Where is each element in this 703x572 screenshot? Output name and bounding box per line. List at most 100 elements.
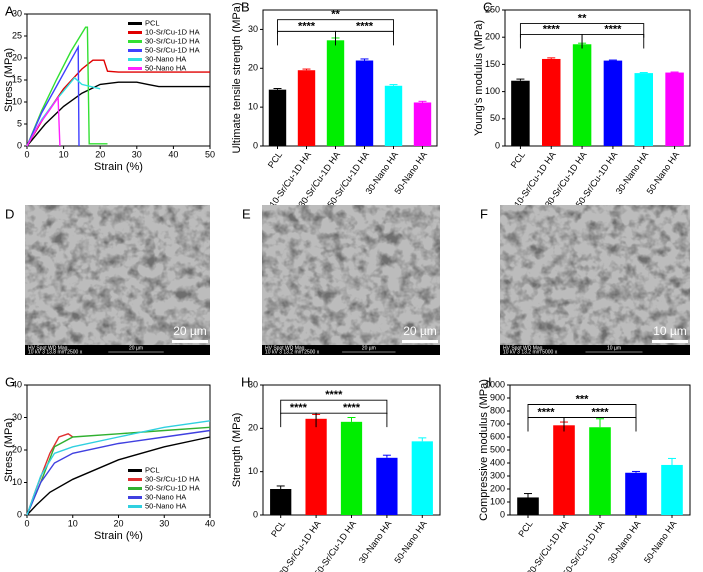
- bar: [553, 425, 575, 515]
- bar: [305, 418, 327, 515]
- y-tick-label: 150: [485, 59, 500, 69]
- x-tick-label: PCL: [516, 519, 534, 539]
- scale-label: 20 µm: [403, 324, 437, 338]
- significance-label: ****: [298, 20, 316, 32]
- y-tick-label: 20: [248, 423, 258, 433]
- sem-texture: [262, 205, 440, 345]
- bar: [589, 427, 611, 515]
- significance-bracket: [563, 417, 637, 432]
- y-axis-label: Ultimate tensile strength (MPa): [231, 3, 243, 154]
- ruler-label: 20 µm: [129, 345, 143, 351]
- y-tick-label: 30: [248, 24, 258, 34]
- x-tick-label: PCL: [269, 519, 287, 539]
- bar: [297, 70, 316, 146]
- info-bar: [262, 345, 440, 355]
- panel-label: C: [483, 0, 492, 14]
- significance-bracket: [335, 30, 394, 46]
- y-axis-label: Young's modulus (MPa): [473, 20, 485, 136]
- bar: [603, 60, 623, 147]
- y-tick-label: 30: [12, 8, 22, 18]
- y-tick-label: 10: [12, 477, 22, 487]
- bar: [384, 85, 403, 146]
- legend-label: PCL: [145, 18, 160, 27]
- y-tick-label: 300: [490, 470, 505, 480]
- panel-label: H: [241, 374, 250, 389]
- legend-label: PCL: [145, 465, 160, 474]
- bar: [268, 89, 287, 146]
- legend-label: 10-Sr/Cu-1D HA: [145, 27, 200, 36]
- curve: [26, 81, 210, 147]
- y-axis-label: Stress (MPa): [3, 48, 15, 112]
- legend-label: 50-Sr/Cu-1D HA: [145, 45, 200, 54]
- bar: [413, 102, 432, 146]
- bar: [355, 60, 374, 147]
- bar: [326, 40, 345, 146]
- legend-label: 50-Sr/Cu-1D HA: [145, 483, 200, 492]
- panel-label: D: [5, 206, 14, 221]
- info-header: HV Spot WD Mag: [503, 345, 543, 351]
- x-tick-label: 50-Nano HA: [392, 519, 429, 565]
- bar: [270, 489, 292, 515]
- info-header: HV Spot WD Mag: [28, 345, 68, 351]
- y-tick-label: 15: [12, 74, 22, 84]
- x-tick-label: PCL: [266, 150, 284, 170]
- significance-label: ****: [290, 402, 308, 414]
- y-tick-label: 20: [12, 444, 22, 454]
- y-tick-label: 500: [490, 444, 505, 454]
- y-tick-label: 20: [248, 63, 258, 73]
- bar: [542, 58, 561, 146]
- x-tick-label: 40: [205, 518, 215, 528]
- axes-frame: [262, 9, 438, 147]
- scale-bar: [172, 340, 208, 343]
- x-tick-label: 50-Nano HA: [642, 519, 679, 565]
- x-tick-label: 10: [68, 518, 78, 528]
- significance-label: **: [331, 9, 340, 21]
- bar: [661, 464, 683, 515]
- x-tick-label: 30-Nano HA: [357, 519, 394, 565]
- y-tick-label: 1000: [485, 379, 505, 389]
- axes-frame: [504, 9, 691, 147]
- significance-bracket: [527, 404, 637, 419]
- bar: [572, 44, 592, 146]
- legend-label: 50-Nano HA: [145, 63, 186, 72]
- y-tick-label: 400: [490, 457, 505, 467]
- x-tick-label: 0: [24, 518, 29, 528]
- significance-bracket: [581, 34, 645, 49]
- legend-label: 30-Nano HA: [145, 492, 186, 501]
- info-values: 10 kV 3 13.2 mm 2500 x: [265, 349, 320, 355]
- y-tick-label: 800: [490, 405, 505, 415]
- x-tick-label: 0: [24, 149, 29, 159]
- significance-label: **: [578, 13, 587, 25]
- scale-bar: [652, 340, 688, 343]
- legend-label: 30-Sr/Cu-1D HA: [145, 474, 200, 483]
- curve: [26, 429, 211, 516]
- panel-label: A: [5, 3, 14, 18]
- y-tick-label: 0: [17, 140, 22, 150]
- y-tick-label: 0: [253, 509, 258, 519]
- curve: [26, 95, 61, 147]
- legend-label: 30-Sr/Cu-1D HA: [145, 36, 200, 45]
- significance-label: ****: [356, 20, 374, 32]
- significance-label: ****: [591, 406, 609, 418]
- x-tick-label: 20: [113, 518, 123, 528]
- y-tick-label: 200: [485, 32, 500, 42]
- scale-label: 20 µm: [173, 324, 207, 338]
- y-tick-label: 600: [490, 431, 505, 441]
- info-bar: [25, 345, 210, 355]
- info-header: HV Spot WD Mag: [265, 345, 305, 351]
- x-tick-label: 30: [159, 518, 169, 528]
- significance-label: ****: [543, 23, 561, 35]
- curve: [26, 76, 101, 147]
- y-tick-label: 250: [485, 4, 500, 14]
- bar: [517, 497, 539, 515]
- y-tick-label: 10: [12, 96, 22, 106]
- y-tick-label: 30: [12, 412, 22, 422]
- bar: [340, 421, 363, 515]
- sem-texture: [500, 205, 690, 345]
- significance-label: ***: [576, 393, 590, 405]
- info-bar: [500, 345, 690, 355]
- sem-texture: [25, 205, 210, 345]
- info-values: 10 kV 3 13.8 mm 2500 x: [28, 349, 83, 355]
- info-values: 10 kV 3 13.2 mm 5000 x: [503, 349, 558, 355]
